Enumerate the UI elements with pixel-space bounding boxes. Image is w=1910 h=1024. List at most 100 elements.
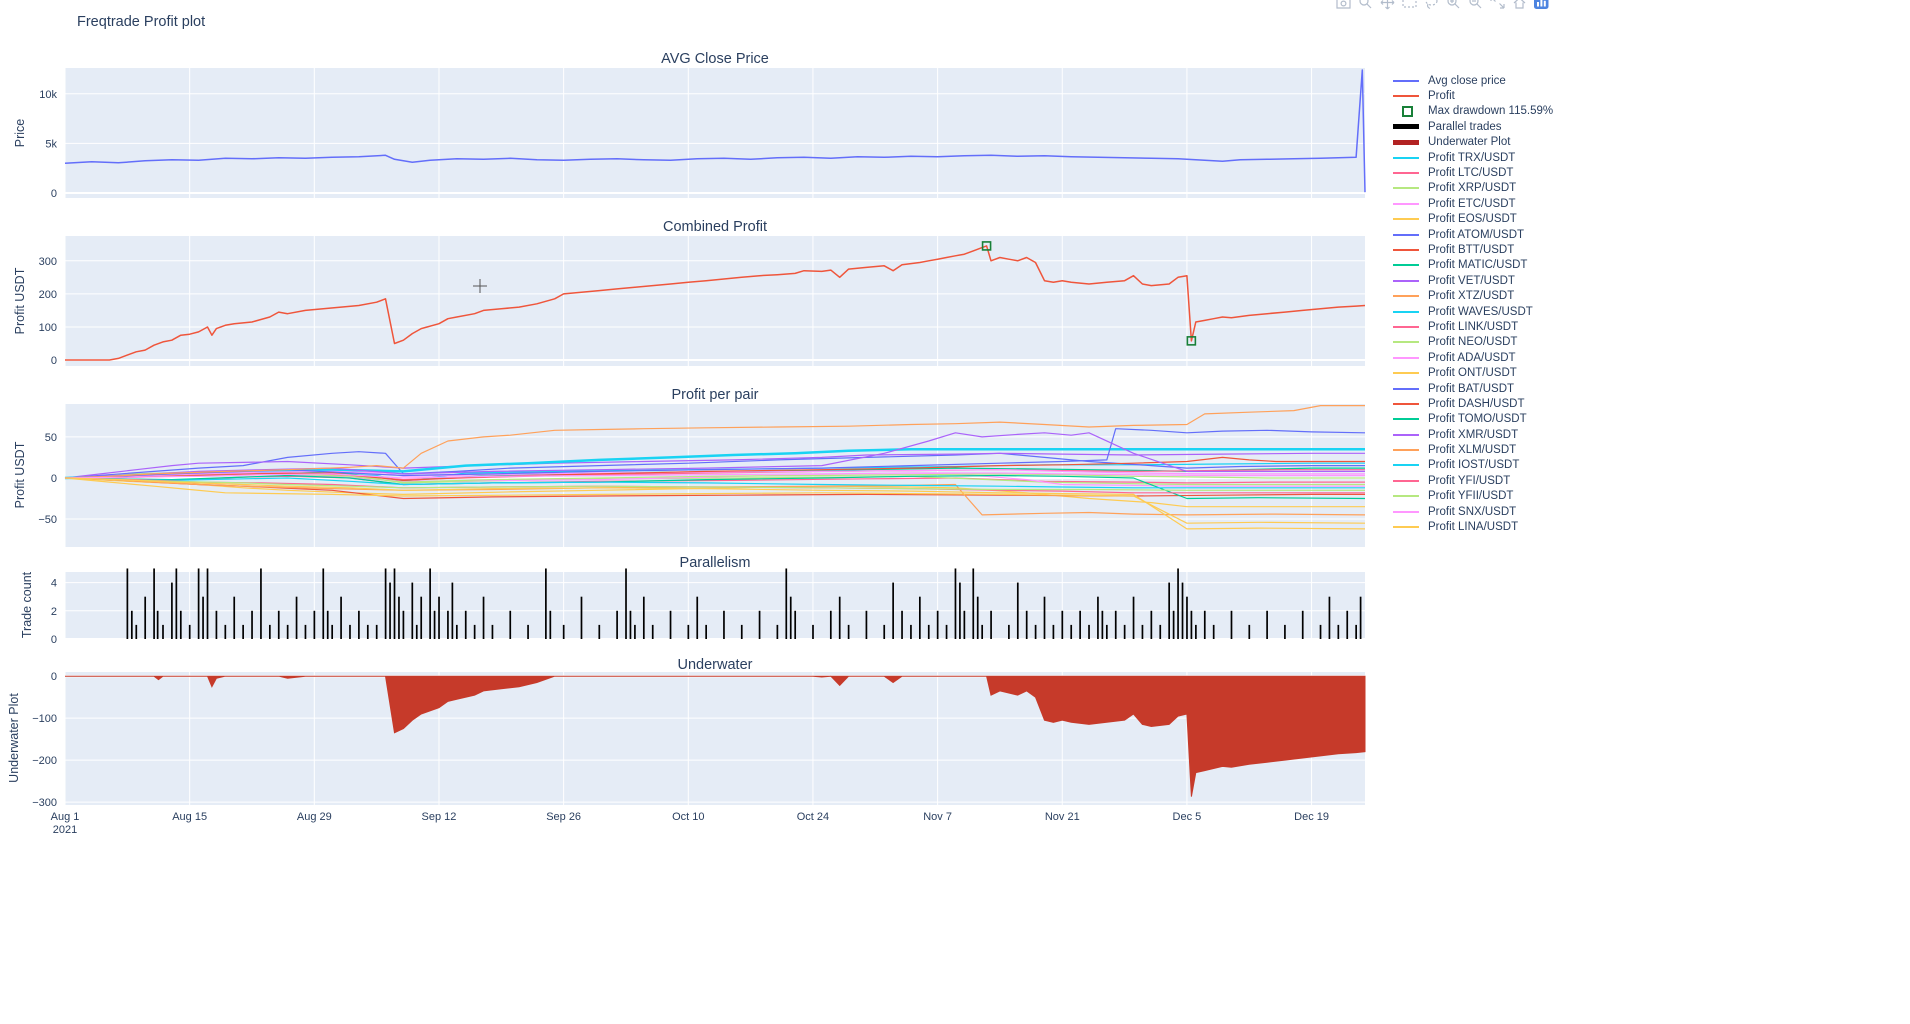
legend-item[interactable]: Profit ONT/USDT [1393,365,1578,380]
svg-text:Sep 26: Sep 26 [546,811,581,823]
legend-line-swatch-icon [1393,264,1423,267]
legend-label: Avg close price [1428,74,1506,87]
legend-line-swatch-icon [1393,387,1423,390]
series-line-profit-eos-usdt [64,477,1365,508]
plot-area-parallelism[interactable] [65,572,1365,639]
legend-line-swatch-icon [1393,124,1423,130]
legend-item[interactable]: Profit LTC/USDT [1393,165,1578,180]
legend-line-swatch-icon [1393,279,1423,282]
camera-icon[interactable] [1335,0,1354,11]
legend-item[interactable]: Profit WAVES/USDT [1393,304,1578,319]
legend-item[interactable]: Profit EOS/USDT [1393,212,1578,227]
trade-count-bars [126,568,1362,639]
series-line-avg-close-price [64,69,1366,193]
svg-text:Nov 7: Nov 7 [923,811,952,823]
zoom-icon[interactable] [1357,0,1376,11]
legend-item[interactable]: Profit ETC/USDT [1393,196,1578,211]
svg-text:−50: −50 [38,514,57,526]
legend-item[interactable]: Max drawdown 115.59% [1393,104,1578,119]
plot-area-combined_profit[interactable] [65,236,1365,366]
legend-label: Profit XLM/USDT [1428,444,1517,457]
legend-line-swatch-icon [1393,187,1423,190]
lasso-icon[interactable] [1423,0,1442,11]
reset-axes-icon[interactable] [1511,0,1530,11]
legend-item[interactable]: Profit NEO/USDT [1393,335,1578,350]
subplot-title-parallelism: Parallelism [679,555,751,571]
series-underwater-area [65,675,1366,797]
series-line-profit-xlm-usdt [64,405,1365,479]
legend-line-swatch-icon [1393,402,1423,405]
legend-item[interactable]: Profit SNX/USDT [1393,504,1578,519]
legend-label: Profit WAVES/USDT [1428,305,1533,318]
legend-label: Profit VET/USDT [1428,274,1515,287]
legend-item[interactable]: Profit VET/USDT [1393,273,1578,288]
svg-text:2: 2 [51,606,57,618]
legend-item[interactable]: Profit DASH/USDT [1393,396,1578,411]
zoom-out-icon[interactable] [1467,0,1486,11]
legend-item[interactable]: Avg close price [1393,73,1578,88]
legend-label: Profit YFI/USDT [1428,474,1511,487]
legend-label: Profit LINK/USDT [1428,320,1519,333]
legend-label: Profit TRX/USDT [1428,151,1516,164]
svg-text:−200: −200 [32,755,57,767]
series-line-profit-ont-usdt [64,477,1366,524]
plot-area-avg_close[interactable] [65,68,1365,198]
pan-icon[interactable] [1379,0,1398,11]
series-line-profit-iost-usdt [64,477,1365,489]
legend-item[interactable]: Profit ADA/USDT [1393,350,1578,365]
svg-text:Sep 12: Sep 12 [422,811,457,823]
legend-label: Profit LTC/USDT [1428,167,1514,180]
x-gridlines [64,68,1313,198]
legend-label: Profit MATIC/USDT [1428,259,1528,272]
svg-text:300: 300 [39,256,57,268]
legend-item[interactable]: Profit ATOM/USDT [1393,227,1578,242]
plotly-logo-icon[interactable] [1533,0,1552,11]
legend-label: Profit XRP/USDT [1428,182,1517,195]
legend-item[interactable]: Profit XTZ/USDT [1393,288,1578,303]
legend-label: Profit IOST/USDT [1428,459,1520,472]
legend-item[interactable]: Profit BTT/USDT [1393,242,1578,257]
legend-line-swatch-icon [1393,248,1423,251]
y-axis-label-underwater: Underwater Plot [7,693,21,783]
subplot-profit_per_pair: −50 0 50 [38,404,1366,547]
legend-item[interactable]: Profit XMR/USDT [1393,427,1578,442]
legend-line-swatch-icon [1393,526,1423,529]
legend-item[interactable]: Parallel trades [1393,119,1578,134]
legend-item[interactable]: Profit MATIC/USDT [1393,258,1578,273]
legend-label: Max drawdown 115.59% [1428,105,1554,118]
legend-item[interactable]: Profit BAT/USDT [1393,381,1578,396]
series-line-profit-xtz-usdt [64,477,1366,516]
legend-item[interactable]: Profit XRP/USDT [1393,181,1578,196]
zoom-in-icon[interactable] [1445,0,1464,11]
series-line-profit-atom-usdt [64,451,1365,479]
autoscale-icon[interactable] [1489,0,1508,11]
y-gridlines [65,93,1365,195]
y-gridlines [65,260,1365,362]
subplot-title-combined-profit: Combined Profit [663,219,767,235]
legend-item[interactable]: Profit [1393,88,1578,103]
legend-line-swatch-icon [1393,356,1423,359]
legend-item[interactable]: Underwater Plot [1393,135,1578,150]
series-line-profit-dash-usdt [64,456,1365,481]
legend-item[interactable]: Profit XLM/USDT [1393,442,1578,457]
legend-line-swatch-icon [1393,464,1423,467]
legend-item[interactable]: Profit LINA/USDT [1393,519,1578,534]
svg-text:Dec 19: Dec 19 [1294,811,1329,823]
legend-line-swatch-icon [1393,310,1423,313]
legend-item[interactable]: Profit YFI/USDT [1393,473,1578,488]
legend-item[interactable]: Profit IOST/USDT [1393,458,1578,473]
legend-item[interactable]: Profit LINK/USDT [1393,319,1578,334]
legend-line-swatch-icon [1393,295,1423,298]
legend-label: Profit BTT/USDT [1428,243,1515,256]
legend-label: Parallel trades [1428,120,1502,133]
legend-item[interactable]: Profit TRX/USDT [1393,150,1578,165]
legend-label: Profit [1428,90,1455,103]
legend-item[interactable]: Profit TOMO/USDT [1393,412,1578,427]
svg-text:0: 0 [51,634,57,646]
svg-text:0: 0 [51,671,57,683]
svg-text:Dec 5: Dec 5 [1173,811,1202,823]
box-select-icon[interactable] [1401,0,1420,11]
svg-text:Nov 21: Nov 21 [1045,811,1080,823]
y-tick-labels: 0 −100 −200 −300 [32,671,57,809]
legend-item[interactable]: Profit YFII/USDT [1393,489,1578,504]
